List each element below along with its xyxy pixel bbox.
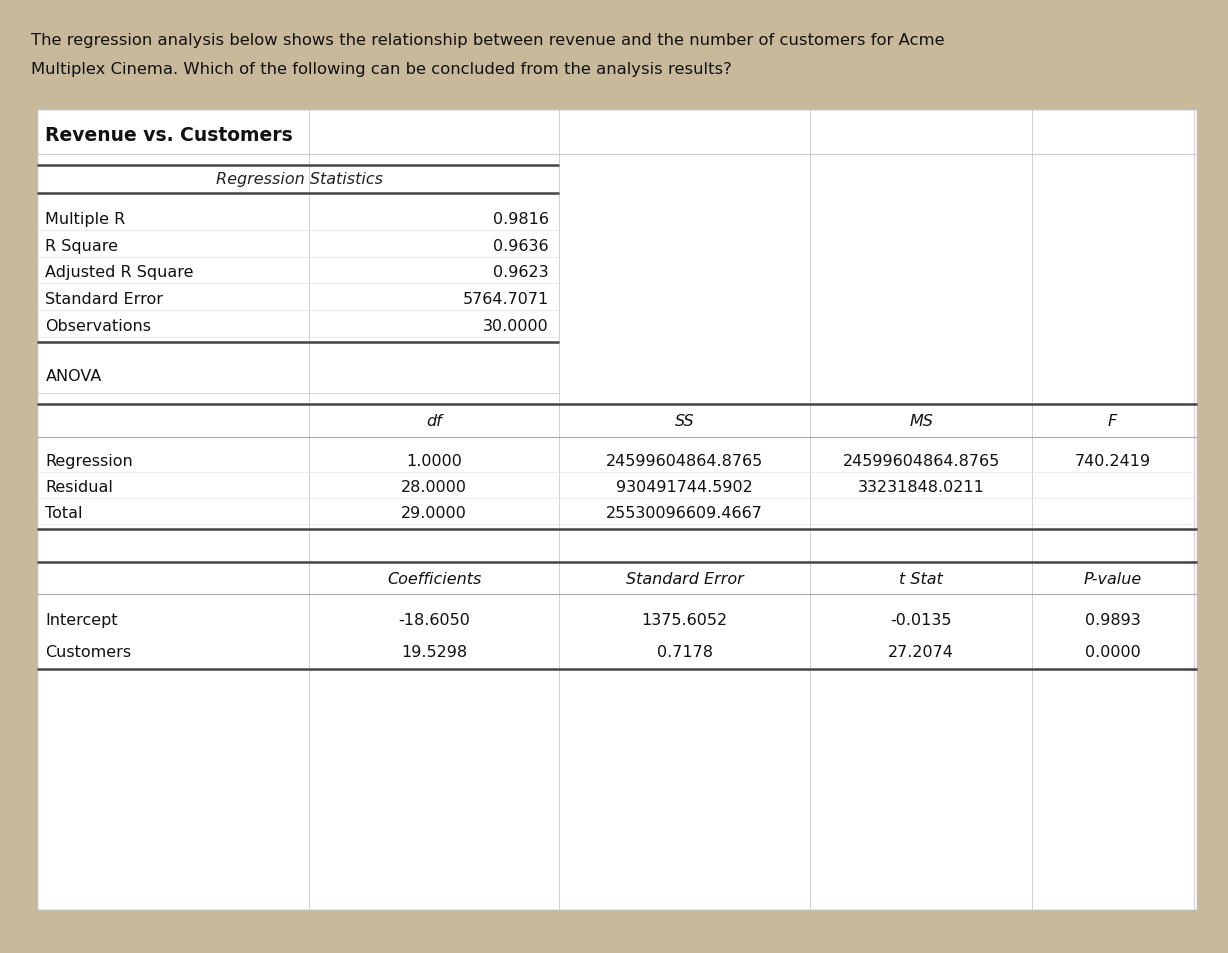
Text: Customers: Customers	[45, 644, 131, 659]
Text: df: df	[426, 414, 442, 429]
Text: 5764.7071: 5764.7071	[463, 292, 549, 307]
Text: 0.9816: 0.9816	[492, 212, 549, 227]
Text: Revenue vs. Customers: Revenue vs. Customers	[45, 126, 293, 145]
Text: 1375.6052: 1375.6052	[641, 612, 728, 627]
Text: Observations: Observations	[45, 318, 151, 334]
Text: Multiple R: Multiple R	[45, 212, 125, 227]
Text: 29.0000: 29.0000	[402, 505, 467, 520]
Text: 33231848.0211: 33231848.0211	[857, 479, 985, 495]
Text: 930491744.5902: 930491744.5902	[616, 479, 753, 495]
Text: 740.2419: 740.2419	[1074, 454, 1151, 469]
Text: The regression analysis below shows the relationship between revenue and the num: The regression analysis below shows the …	[31, 33, 944, 49]
Text: ANOVA: ANOVA	[45, 369, 102, 384]
Text: P-value: P-value	[1083, 571, 1142, 586]
Text: 30.0000: 30.0000	[483, 318, 549, 334]
Text: 24599604864.8765: 24599604864.8765	[842, 454, 1000, 469]
Text: Multiplex Cinema. Which of the following can be concluded from the analysis resu: Multiplex Cinema. Which of the following…	[31, 62, 732, 77]
Text: Residual: Residual	[45, 479, 113, 495]
Text: -18.6050: -18.6050	[398, 612, 470, 627]
Text: 0.9893: 0.9893	[1084, 612, 1141, 627]
Text: 24599604864.8765: 24599604864.8765	[605, 454, 764, 469]
Text: Intercept: Intercept	[45, 612, 118, 627]
Text: 0.7178: 0.7178	[657, 644, 712, 659]
Text: MS: MS	[909, 414, 933, 429]
Text: Regression Statistics: Regression Statistics	[216, 172, 382, 187]
Text: Regression: Regression	[45, 454, 133, 469]
FancyBboxPatch shape	[37, 110, 1197, 910]
Text: Coefficients: Coefficients	[387, 571, 481, 586]
Text: R Square: R Square	[45, 238, 118, 253]
Text: Standard Error: Standard Error	[626, 571, 743, 586]
Text: 19.5298: 19.5298	[402, 644, 467, 659]
Text: 1.0000: 1.0000	[406, 454, 462, 469]
Text: -0.0135: -0.0135	[890, 612, 952, 627]
Text: SS: SS	[675, 414, 694, 429]
Text: 27.2074: 27.2074	[888, 644, 954, 659]
Text: 0.9623: 0.9623	[494, 265, 549, 280]
Text: 0.9636: 0.9636	[494, 238, 549, 253]
Text: Adjusted R Square: Adjusted R Square	[45, 265, 194, 280]
Text: Total: Total	[45, 505, 84, 520]
Text: F: F	[1108, 414, 1117, 429]
Text: Standard Error: Standard Error	[45, 292, 163, 307]
Text: 0.0000: 0.0000	[1084, 644, 1141, 659]
Text: 28.0000: 28.0000	[402, 479, 467, 495]
Text: 25530096609.4667: 25530096609.4667	[607, 505, 763, 520]
Text: t Stat: t Stat	[899, 571, 943, 586]
